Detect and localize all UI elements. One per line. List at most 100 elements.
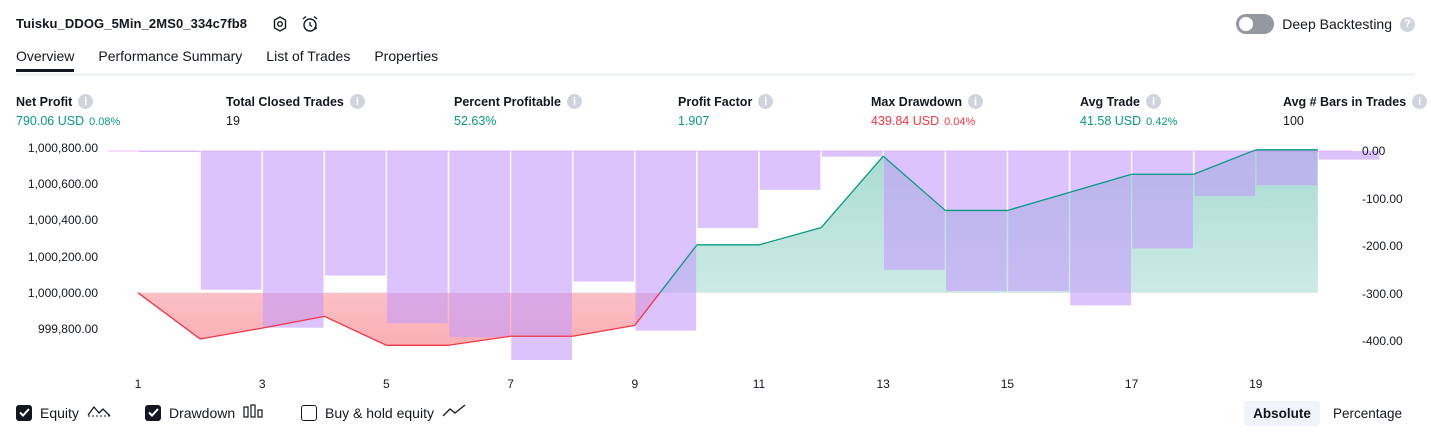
drawdown-bar (821, 151, 883, 157)
left-axis-tick: 1,000,200.00 (27, 249, 98, 264)
metric-label: Percent Profitable (454, 94, 561, 109)
metric-avg-trade: Avg Trade i 41.58 USD 0.42% (1080, 94, 1177, 128)
buy-hold-checkbox[interactable] (301, 404, 317, 421)
metric-label: Avg Trade (1080, 94, 1140, 109)
metric-label: Max Drawdown (871, 94, 962, 109)
left-axis-tick: 1,000,800.00 (27, 141, 98, 155)
add-alert-icon[interactable] (300, 14, 320, 34)
legend-label: Equity (40, 404, 79, 421)
x-axis-tick: 15 (1000, 377, 1015, 391)
equity-line-segment (572, 324, 635, 337)
help-icon[interactable]: ? (1400, 16, 1415, 32)
left-axis-tick: 1,000,400.00 (27, 213, 98, 228)
tab-performance-summary[interactable]: Performance Summary (98, 48, 243, 64)
deep-backtesting-label: Deep Backtesting (1282, 16, 1392, 32)
metric-total-closed-trades: Total Closed Trades i 19 (226, 94, 365, 128)
settings-icon[interactable] (270, 14, 290, 34)
left-axis-tick: 1,000,000.00 (27, 285, 98, 300)
equity-line-segment (820, 155, 884, 229)
x-axis-tick: 17 (1124, 377, 1139, 391)
equity-line-icon (87, 404, 111, 421)
metric-value: 41.58 USD (1080, 114, 1142, 128)
metric-value: 52.63% (454, 114, 497, 128)
metric-value: 100 (1283, 114, 1304, 128)
metric-label: Total Closed Trades (226, 94, 344, 109)
right-axis-tick: -400.00 (1362, 334, 1403, 348)
drawdown-bar (262, 151, 324, 328)
right-axis-tick: -300.00 (1362, 286, 1403, 301)
tab-divider (16, 73, 1415, 76)
percentage-button[interactable]: Percentage (1332, 406, 1402, 421)
metric-value: 439.84 USD (871, 114, 940, 128)
toggle-knob (1239, 17, 1254, 31)
drawdown-bar (1070, 151, 1131, 306)
metric-percent-profitable: Percent Profitable i 52.63% (454, 94, 582, 128)
absolute-button[interactable]: Absolute (1244, 401, 1320, 426)
equity-line-segment (634, 292, 661, 326)
tab-list-of-trades[interactable]: List of Trades (266, 48, 351, 64)
metric-label: Avg # Bars in Trades (1283, 94, 1407, 109)
metric-percent: 0.04% (944, 116, 976, 128)
equity-line-segment (659, 244, 698, 294)
buy-hold-line-icon (442, 404, 466, 421)
equity-line-segment (262, 315, 325, 329)
metric-label: Net Profit (16, 94, 73, 109)
equity-line-segment (199, 327, 263, 340)
legend-equity[interactable]: Equity (16, 404, 111, 421)
drawdown-bars-icon (243, 404, 265, 421)
drawdown-bar (635, 151, 697, 331)
deep-backtesting-toggle[interactable] (1236, 14, 1275, 34)
metric-avg-bars: Avg # Bars in Trades i 100 (1283, 94, 1428, 128)
strategy-header: Tuisku_DDOG_5Min_2MS0_334c7fb8 Deep Back… (16, 12, 1415, 38)
equity-checkbox[interactable] (16, 404, 32, 421)
drawdown-bar (697, 151, 759, 228)
left-axis-tick: 1,000,600.00 (27, 177, 98, 192)
info-icon[interactable]: i (1412, 94, 1428, 109)
drawdown-bar (573, 151, 635, 282)
right-axis-tick: 0.00 (1362, 144, 1386, 158)
drawdown-bar (759, 151, 821, 190)
x-axis-tick: 13 (876, 377, 890, 391)
x-axis-tick: 1 (134, 377, 142, 391)
tab-bar: Overview Performance Summary List of Tra… (16, 48, 438, 72)
tab-overview[interactable]: Overview (16, 48, 75, 72)
equity-line-segment (882, 155, 946, 211)
drawdown-bar (1194, 151, 1256, 197)
metric-value: 790.06 USD (16, 114, 85, 128)
metric-percent: 0.42% (1146, 116, 1178, 128)
metric-net-profit: Net Profit i 790.06 USD 0.08% (16, 94, 120, 128)
metric-label: Profit Factor (678, 94, 753, 109)
equity-line-segment (1069, 173, 1132, 193)
drawdown-bar (1008, 151, 1069, 292)
equity-line-segment (137, 292, 201, 340)
drawdown-bar (1318, 151, 1380, 160)
drawdown-bar (1132, 151, 1193, 249)
right-axis-tick: -100.00 (1362, 191, 1403, 206)
info-icon[interactable]: i (758, 94, 774, 109)
left-axis-tick: 999,800.00 (37, 322, 98, 336)
drawdown-bar (884, 151, 945, 270)
metric-profit-factor: Profit Factor i 1.907 (678, 94, 774, 128)
legend-drawdown[interactable]: Drawdown (145, 404, 265, 421)
tab-properties[interactable]: Properties (374, 48, 439, 64)
drawdown-bar (946, 151, 1007, 292)
x-axis-tick: 9 (631, 377, 639, 391)
right-axis-tick: -200.00 (1362, 239, 1403, 253)
metric-value: 19 (226, 114, 240, 128)
strategy-title: Tuisku_DDOG_5Min_2MS0_334c7fb8 (16, 16, 248, 31)
equity-line-segment (758, 227, 822, 246)
x-axis-tick: 7 (507, 377, 514, 391)
x-axis-tick: 3 (258, 377, 266, 391)
info-icon[interactable]: i (968, 94, 983, 109)
drawdown-checkbox[interactable] (145, 404, 161, 421)
legend-buy-hold[interactable]: Buy & hold equity (301, 404, 466, 421)
drawdown-bar (325, 151, 386, 276)
info-icon[interactable]: i (78, 94, 94, 109)
info-icon[interactable]: i (566, 94, 582, 109)
info-icon[interactable]: i (349, 94, 365, 109)
info-icon[interactable]: i (1145, 94, 1161, 109)
drawdown-bar (387, 151, 448, 324)
metric-max-drawdown: Max Drawdown i 439.84 USD 0.04% (871, 94, 983, 128)
metric-value: 1.907 (678, 114, 710, 128)
